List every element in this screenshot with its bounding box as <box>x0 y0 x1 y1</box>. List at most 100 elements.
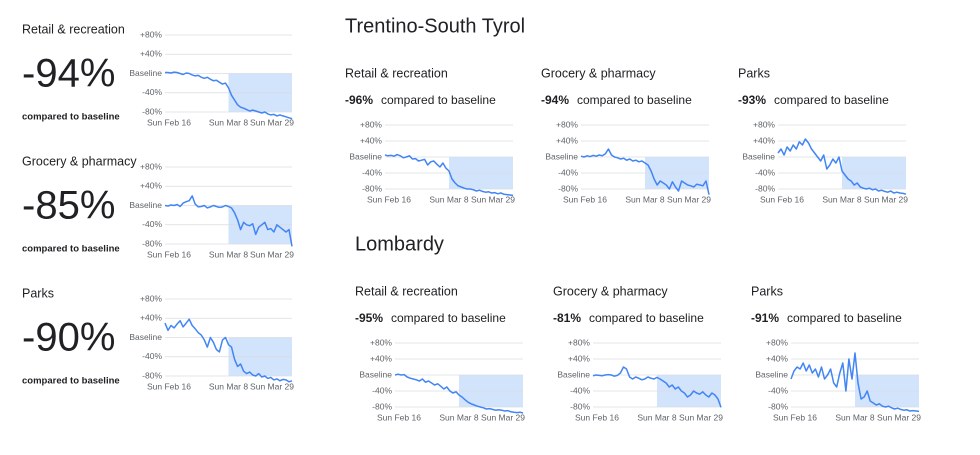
data-line <box>777 138 907 195</box>
x-tick-label: Sun Mar 29 <box>877 412 921 422</box>
x-tick-label: Sun Mar 8 <box>209 117 248 127</box>
x-tick-label: Sun Mar 8 <box>209 381 248 391</box>
y-tick-label: +40% <box>140 181 162 191</box>
chart-title: Parks <box>738 66 770 80</box>
y-tick-label: Baseline <box>349 151 382 161</box>
headline: -91% <box>751 311 779 325</box>
chart-title: Grocery & pharmacy <box>541 66 656 80</box>
y-tick-label: -40% <box>558 167 578 177</box>
headline: -94% <box>22 52 115 96</box>
x-tick-label: Sun Mar 8 <box>429 194 468 204</box>
data-line <box>790 352 920 413</box>
y-tick-label: +80% <box>140 29 162 39</box>
x-tick-label: Sun Mar 29 <box>679 412 723 422</box>
y-tick-label: -40% <box>362 167 382 177</box>
y-tick-label: Baseline <box>557 369 590 379</box>
y-tick-label: +80% <box>370 337 392 347</box>
note: compared to baseline <box>22 376 120 387</box>
y-tick-label: -40% <box>768 385 788 395</box>
y-tick-label: -40% <box>372 385 392 395</box>
x-tick-label: Sun Mar 8 <box>822 194 861 204</box>
y-tick-label: +80% <box>753 119 775 129</box>
x-tick-label: Sun Mar 8 <box>637 412 676 422</box>
x-tick-label: Sun Mar 8 <box>439 412 478 422</box>
headline: -96% <box>345 93 373 107</box>
y-tick-label: -80% <box>570 401 590 411</box>
note: compared to baseline <box>774 93 889 107</box>
y-tick-label: Baseline <box>129 200 162 210</box>
headline: -81% <box>553 311 581 325</box>
data-line <box>164 195 293 247</box>
y-tick-label: -80% <box>558 183 578 193</box>
data-line <box>384 153 514 197</box>
chart-title: Grocery & pharmacy <box>553 284 668 298</box>
headline: -94% <box>541 93 569 107</box>
chart-title: Parks <box>22 286 54 300</box>
x-tick-label: Sun Feb 16 <box>147 381 191 391</box>
x-tick-label: Sun Feb 16 <box>760 194 804 204</box>
x-tick-label: Sun Mar 29 <box>250 381 294 391</box>
data-line <box>394 373 524 414</box>
y-tick-label: -80% <box>768 401 788 411</box>
region-title: Lombardy <box>355 233 444 255</box>
chart-title: Retail & recreation <box>22 22 125 36</box>
y-tick-label: -80% <box>142 106 162 116</box>
y-tick-label: -80% <box>362 183 382 193</box>
x-tick-label: Sun Mar 8 <box>835 412 874 422</box>
headline: -90% <box>22 316 115 360</box>
x-tick-label: Sun Feb 16 <box>773 412 817 422</box>
y-tick-label: +80% <box>556 119 578 129</box>
chart-title: Grocery & pharmacy <box>22 154 137 168</box>
x-tick-label: Sun Mar 29 <box>864 194 908 204</box>
y-tick-label: +80% <box>766 337 788 347</box>
y-tick-label: Baseline <box>129 332 162 342</box>
x-tick-label: Sun Feb 16 <box>563 194 607 204</box>
x-tick-label: Sun Mar 8 <box>209 249 248 259</box>
data-line <box>165 71 293 120</box>
y-tick-label: -40% <box>142 87 162 97</box>
x-tick-label: Sun Mar 29 <box>667 194 711 204</box>
x-tick-label: Sun Feb 16 <box>147 117 191 127</box>
note: compared to baseline <box>589 311 704 325</box>
note: compared to baseline <box>22 112 120 123</box>
y-tick-label: +40% <box>140 313 162 323</box>
x-tick-label: Sun Mar 29 <box>481 412 525 422</box>
x-tick-label: Sun Mar 29 <box>250 117 294 127</box>
chart-title: Parks <box>751 284 783 298</box>
note: compared to baseline <box>391 311 506 325</box>
y-tick-label: +40% <box>360 135 382 145</box>
y-tick-label: -40% <box>142 219 162 229</box>
chart-title: Retail & recreation <box>345 66 448 80</box>
headline: -95% <box>355 311 383 325</box>
x-tick-label: Sun Mar 29 <box>471 194 515 204</box>
data-line <box>592 366 722 408</box>
x-tick-label: Sun Feb 16 <box>575 412 619 422</box>
y-tick-label: +80% <box>360 119 382 129</box>
headline: -93% <box>738 93 766 107</box>
note: compared to baseline <box>787 311 902 325</box>
note: compared to baseline <box>22 244 120 255</box>
chart-title: Retail & recreation <box>355 284 458 298</box>
y-tick-label: +80% <box>568 337 590 347</box>
y-tick-label: -80% <box>755 183 775 193</box>
x-tick-label: Sun Feb 16 <box>147 249 191 259</box>
y-tick-label: +40% <box>140 49 162 59</box>
y-tick-label: -80% <box>142 370 162 380</box>
y-tick-label: +40% <box>753 135 775 145</box>
y-tick-label: Baseline <box>545 151 578 161</box>
headline: -85% <box>22 184 115 228</box>
y-tick-label: -40% <box>570 385 590 395</box>
y-tick-label: -80% <box>142 238 162 248</box>
note: compared to baseline <box>381 93 496 107</box>
y-tick-label: -40% <box>755 167 775 177</box>
x-tick-label: Sun Feb 16 <box>377 412 421 422</box>
y-tick-label: Baseline <box>359 369 392 379</box>
x-tick-label: Sun Feb 16 <box>367 194 411 204</box>
note: compared to baseline <box>577 93 692 107</box>
y-tick-label: Baseline <box>755 369 788 379</box>
y-tick-label: +40% <box>370 353 392 363</box>
region-title: Trentino-South Tyrol <box>345 15 525 37</box>
y-tick-label: -80% <box>372 401 392 411</box>
x-tick-label: Sun Mar 29 <box>250 249 294 259</box>
